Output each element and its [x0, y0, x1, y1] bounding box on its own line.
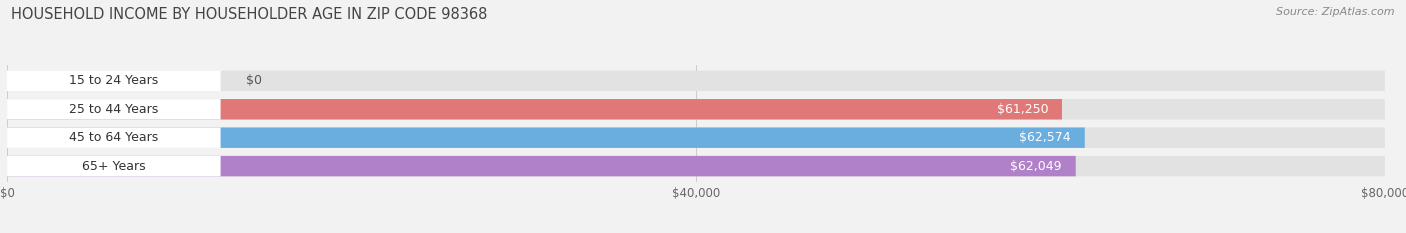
FancyBboxPatch shape	[7, 71, 1385, 91]
FancyBboxPatch shape	[7, 127, 1085, 148]
Text: Source: ZipAtlas.com: Source: ZipAtlas.com	[1277, 7, 1395, 17]
Text: 45 to 64 Years: 45 to 64 Years	[69, 131, 159, 144]
Text: 15 to 24 Years: 15 to 24 Years	[69, 74, 159, 87]
FancyBboxPatch shape	[7, 99, 221, 120]
FancyBboxPatch shape	[7, 127, 221, 148]
FancyBboxPatch shape	[7, 156, 1385, 176]
FancyBboxPatch shape	[7, 71, 221, 91]
FancyBboxPatch shape	[7, 156, 221, 176]
FancyBboxPatch shape	[7, 99, 1385, 120]
Text: HOUSEHOLD INCOME BY HOUSEHOLDER AGE IN ZIP CODE 98368: HOUSEHOLD INCOME BY HOUSEHOLDER AGE IN Z…	[11, 7, 488, 22]
Text: 65+ Years: 65+ Years	[82, 160, 146, 173]
Text: 25 to 44 Years: 25 to 44 Years	[69, 103, 159, 116]
FancyBboxPatch shape	[7, 127, 1385, 148]
Text: $62,574: $62,574	[1019, 131, 1071, 144]
Text: $61,250: $61,250	[997, 103, 1049, 116]
FancyBboxPatch shape	[7, 156, 1076, 176]
FancyBboxPatch shape	[7, 99, 1062, 120]
Text: $62,049: $62,049	[1011, 160, 1062, 173]
Text: $0: $0	[246, 74, 263, 87]
